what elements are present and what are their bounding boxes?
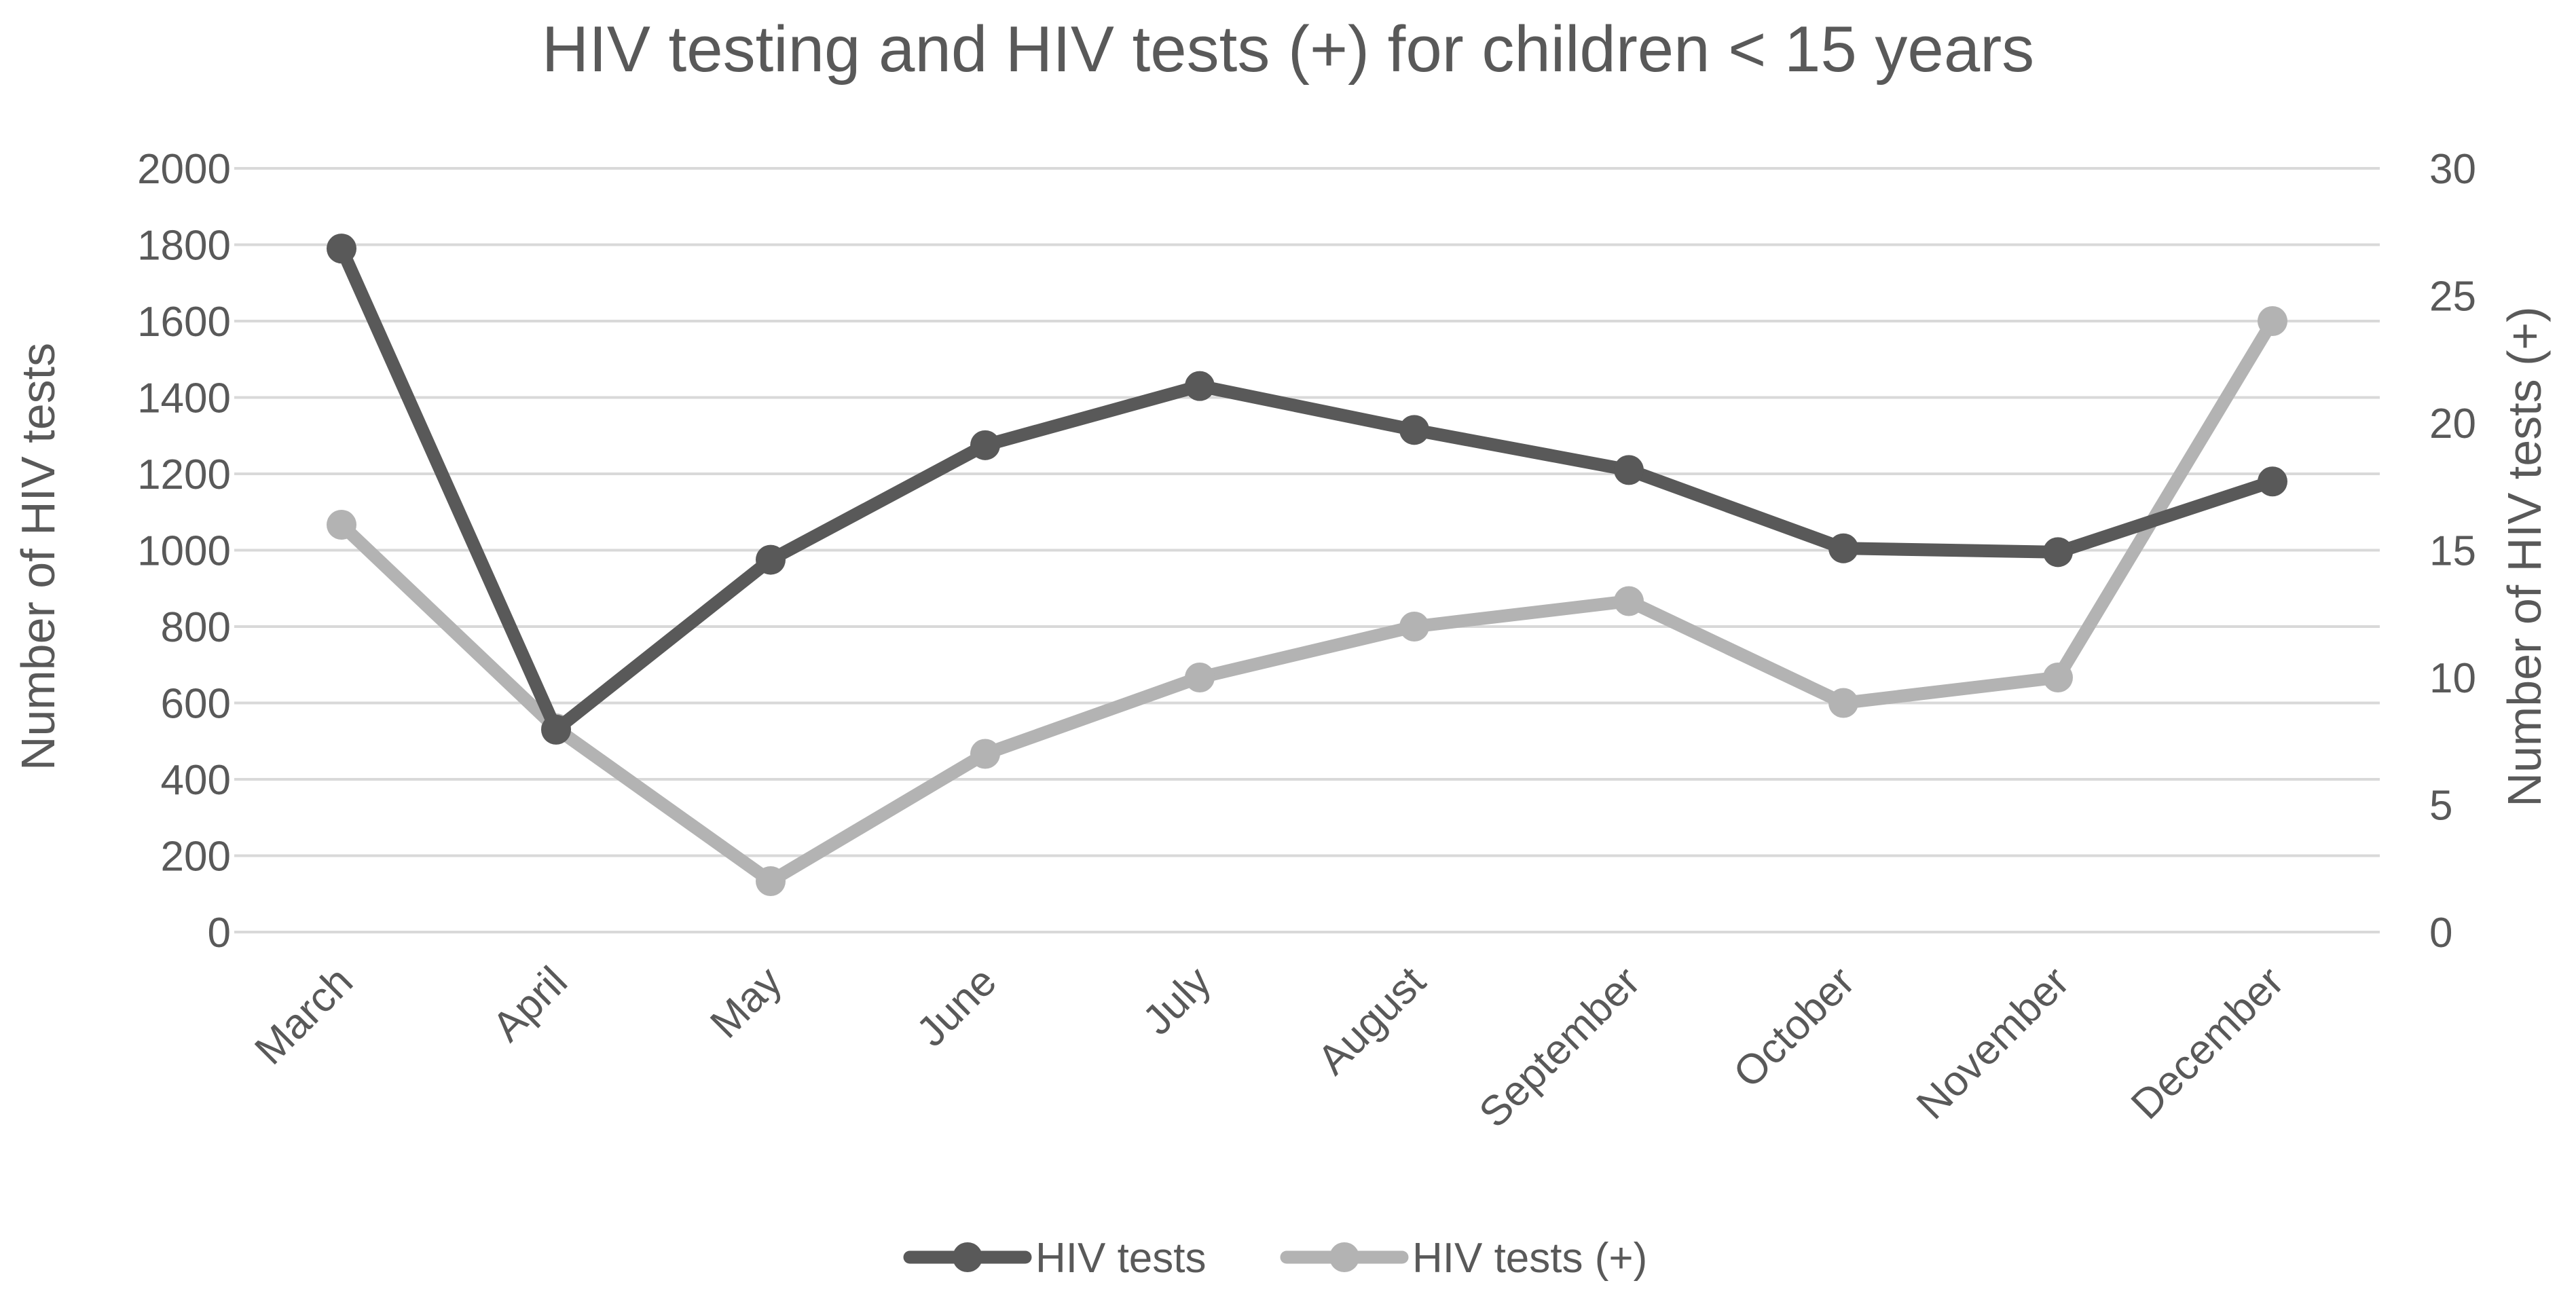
series-hiv-tests [327, 306, 2287, 896]
right-axis-title: Number of HIV tests (+) [2498, 306, 2551, 806]
left-tick-label: 1200 [137, 451, 231, 498]
legend-label: HIV tests (+) [1412, 1235, 1647, 1282]
left-tick-label: 1600 [137, 299, 231, 346]
x-tick-label: March [246, 958, 362, 1074]
data-point-hiv-tests [970, 430, 1000, 460]
data-point-hiv-tests [2258, 306, 2287, 336]
left-tick-label: 1800 [137, 223, 231, 270]
left-axis-ticks: 0 200 400 600 800 1000 1200 1400 1600 1800 2000 [137, 146, 231, 957]
x-tick-label: May [701, 958, 791, 1047]
left-tick-label: 1000 [137, 528, 231, 575]
left-tick-label: 400 [161, 757, 231, 804]
left-tick-label: 1400 [137, 375, 231, 422]
x-tick-label: November [1908, 958, 2078, 1128]
right-axis-ticks: 0 5 10 15 20 25 30 [2429, 146, 2476, 957]
data-point-hiv-tests [1185, 371, 1215, 401]
series-hiv-tests [327, 234, 2287, 745]
right-tick-label: 25 [2429, 274, 2476, 320]
x-tick-label: June [908, 958, 1006, 1056]
x-tick-label: July [1134, 958, 1220, 1044]
data-point-hiv-tests [1185, 663, 1215, 692]
legend-swatch-marker [953, 1242, 982, 1272]
series-layer [327, 234, 2287, 896]
data-point-hiv-tests [2043, 537, 2073, 568]
left-axis-title: Number of HIV tests [12, 343, 65, 770]
right-tick-label: 20 [2429, 401, 2476, 447]
data-point-hiv-tests [2258, 466, 2287, 497]
left-tick-label: 2000 [137, 146, 231, 193]
data-point-hiv-tests [2043, 663, 2073, 692]
data-point-hiv-tests [1614, 586, 1644, 616]
data-point-hiv-tests [1399, 612, 1429, 642]
legend: HIV tests HIV tests (+) [903, 1235, 1647, 1282]
gridlines [234, 167, 2380, 933]
legend-item-hiv-tests: HIV tests [903, 1235, 1207, 1282]
right-tick-label: 10 [2429, 655, 2476, 702]
data-point-hiv-tests [1828, 688, 1858, 718]
x-tick-label: April [483, 958, 576, 1050]
data-point-hiv-tests [970, 739, 1000, 769]
data-point-hiv-tests [756, 544, 786, 575]
data-point-hiv-tests [756, 866, 786, 896]
data-point-hiv-tests [327, 234, 356, 264]
legend-swatch-marker [1329, 1242, 1359, 1272]
data-point-hiv-tests [327, 510, 356, 540]
legend-label: HIV tests [1035, 1235, 1207, 1282]
chart-title: HIV testing and HIV tests (+) for childr… [542, 13, 2034, 86]
data-point-hiv-tests [1828, 533, 1858, 563]
left-tick-label: 200 [161, 834, 231, 880]
legend-item-hiv-tests: HIV tests (+) [1280, 1235, 1647, 1282]
x-tick-label: October [1725, 958, 1864, 1097]
series-line-hiv-tests [335, 314, 2279, 888]
right-tick-label: 5 [2429, 783, 2452, 830]
left-tick-label: 800 [161, 604, 231, 651]
data-point-hiv-tests [541, 714, 571, 745]
left-tick-label: 0 [208, 910, 231, 957]
x-axis-ticks: March April May June July August September Octo… [246, 958, 2293, 1136]
x-tick-label: September [1471, 958, 1649, 1136]
series-line-hiv-tests [335, 242, 2279, 737]
x-tick-label: August [1309, 958, 1435, 1083]
right-tick-label: 0 [2429, 910, 2452, 957]
x-tick-label: December [2122, 958, 2293, 1128]
left-tick-label: 600 [161, 681, 231, 728]
data-point-hiv-tests [1399, 415, 1429, 445]
right-tick-label: 30 [2429, 146, 2476, 193]
data-point-hiv-tests [1614, 455, 1644, 485]
right-tick-label: 15 [2429, 528, 2476, 575]
